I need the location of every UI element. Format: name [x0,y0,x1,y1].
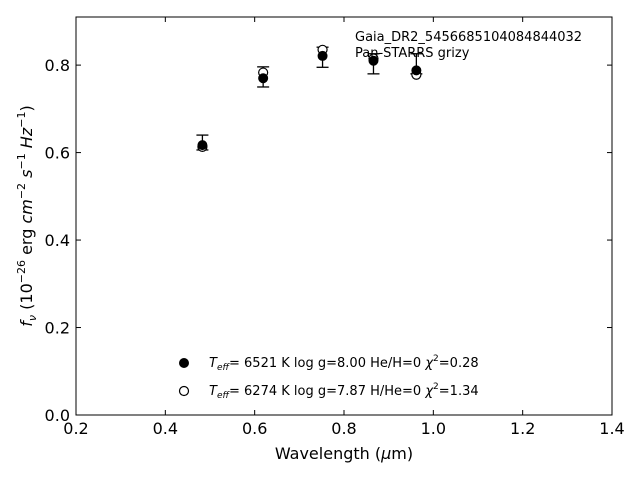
annotation-line2: Pan-STARRS grizy [355,46,470,61]
y-tick-label: 0.4 [45,231,70,250]
filled-model-point [197,140,208,151]
annotation-line1: Gaia_DR2_5456685104084844032 [355,30,582,45]
axis-ticks: 0.2 0.4 0.6 0.8 1.0 1.2 1.40.00.20.40.60.8 [45,17,625,438]
filled-model-point [368,55,379,66]
filled-model-point [258,73,269,84]
legend-marker-open [178,385,190,397]
data-marks [196,44,423,152]
x-tick-label: 0.6 [242,419,267,438]
y-axis-title: fν (10−26 erg cm−2 s−1 Hz−1) [15,105,39,326]
x-tick-label: 1.2 [510,419,535,438]
x-axis-title: Wavelength (μm) [275,444,413,463]
legend: Teff= 6521 K log g=8.00 He/H=0 χ2=0.28 T… [178,354,479,401]
y-tick-label: 0.6 [45,144,70,163]
x-tick-label: 1.4 [599,419,624,438]
y-tick-label: 0.2 [45,319,70,338]
x-tick-label: 1.0 [421,419,446,438]
x-tick-label: 0.2 [63,419,88,438]
y-tick-label: 0.0 [45,406,70,425]
x-tick-label: 0.8 [331,419,356,438]
x-tick-label: 0.4 [153,419,178,438]
filled-model-point [411,65,422,76]
y-tick-label: 0.8 [45,56,70,75]
legend-entry-2: Teff= 6274 K log g=7.87 H/He=0 χ2=1.34 [209,382,479,401]
legend-entry-1: Teff= 6521 K log g=8.00 He/H=0 χ2=0.28 [209,354,479,373]
filled-model-point [317,50,328,61]
legend-marker-filled [179,358,189,368]
